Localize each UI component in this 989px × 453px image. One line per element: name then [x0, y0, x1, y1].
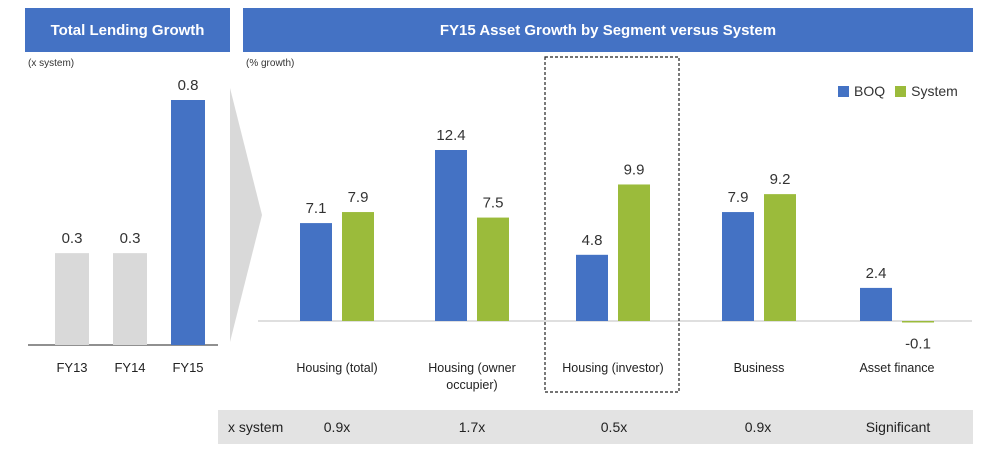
tick-label-asset-finance: Asset finance — [859, 361, 934, 375]
bar-fy14 — [113, 253, 147, 345]
legend-item-boq: BOQ — [838, 83, 885, 99]
data-label-boq-housing-investor: 4.8 — [582, 232, 603, 249]
tick-label-fy13: FY13 — [56, 360, 87, 375]
data-label-system-housing-owner-occupier: 7.5 — [483, 195, 504, 212]
bar-boq-asset-finance — [860, 287, 892, 321]
data-label-fy14: 0.3 — [120, 230, 141, 247]
x-system-row: x system 0.9x 1.7x 0.5x 0.9x Significant — [218, 410, 973, 444]
legend-label-system: System — [911, 83, 958, 99]
legend-label-boq: BOQ — [854, 83, 886, 99]
legend-item-system: System — [895, 83, 958, 99]
data-label-system-business: 9.2 — [770, 171, 791, 188]
bar-system-housing-investor — [618, 184, 650, 321]
data-label-boq-business: 7.9 — [728, 189, 749, 206]
bar-system-housing-owner-occupier — [477, 217, 509, 321]
legend: BOQ System — [838, 83, 968, 99]
tick-label-housing-owner-occupier-line-1: Housing (owner — [428, 361, 516, 375]
left-chart-title: Total Lending Growth — [25, 8, 230, 52]
bar-boq-housing-owner-occupier — [435, 150, 467, 321]
tick-label-fy15: FY15 — [172, 360, 203, 375]
tick-label-business: Business — [734, 361, 785, 375]
left-chart-unit: (x system) — [28, 58, 75, 69]
bar-boq-business — [722, 212, 754, 321]
tick-label-housing-total: Housing (total) — [296, 361, 377, 375]
data-label-system-housing-total: 7.9 — [348, 189, 369, 206]
bar-system-business — [764, 194, 796, 321]
data-label-fy13: 0.3 — [62, 230, 83, 247]
x-system-value-housing-owner: 1.7x — [458, 419, 486, 435]
data-label-system-housing-investor: 9.9 — [624, 161, 645, 178]
left-chart: 0.3 FY13 0.3 FY14 0.8 FY15 — [28, 77, 218, 375]
data-label-system-asset-finance: -0.1 — [905, 336, 931, 353]
bar-fy13 — [55, 253, 89, 345]
x-system-label: x system — [228, 419, 284, 435]
bar-boq-housing-investor — [576, 254, 608, 321]
bar-fy15 — [171, 100, 205, 345]
data-label-boq-housing-total: 7.1 — [306, 200, 327, 217]
data-label-boq-housing-owner-occupier: 12.4 — [436, 127, 465, 144]
x-system-value-housing-total: 0.9x — [323, 419, 351, 435]
connector-arrow-shape — [230, 88, 262, 342]
x-system-value-business: 0.9x — [744, 419, 772, 435]
bar-system-asset-finance — [902, 321, 934, 323]
tick-label-fy14: FY14 — [114, 360, 145, 375]
x-system-value-housing-investor: 0.5x — [600, 419, 628, 435]
legend-swatch-system — [895, 85, 907, 97]
x-system-value-asset-finance: Significant — [865, 419, 931, 435]
data-label-boq-asset-finance: 2.4 — [866, 265, 887, 282]
tick-label-housing-investor: Housing (investor) — [562, 361, 663, 375]
bar-boq-housing-total — [300, 223, 332, 321]
legend-swatch-boq — [838, 85, 849, 97]
bar-system-housing-total — [342, 212, 374, 321]
right-chart: 7.1 7.9 Housing (total) 12.4 7.5 Housing (own… — [258, 127, 972, 392]
tick-label-housing-owner-occupier-line-2: occupier) — [446, 378, 497, 392]
right-chart-title: FY15 Asset Growth by Segment versus Syst… — [243, 8, 973, 52]
data-label-fy15: 0.8 — [178, 77, 199, 94]
right-chart-unit: (% growth) — [246, 58, 295, 69]
highlight-box — [544, 56, 680, 393]
